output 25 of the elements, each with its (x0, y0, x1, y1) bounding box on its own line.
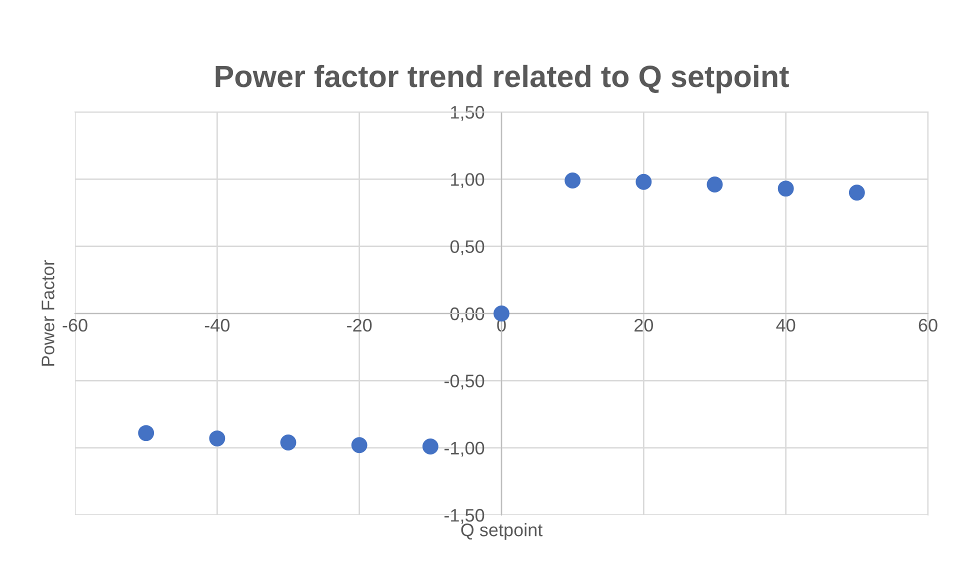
point (848, 184, 865, 201)
point (778, 180, 794, 197)
chart-title: Power factor trend related to Q setpoint (216, 64, 789, 94)
point (280, 434, 296, 450)
y-tick-label: 1,00 (451, 173, 484, 188)
x-tick-label: 60 (918, 318, 938, 332)
point (351, 437, 368, 454)
y-tick-label: -0,50 (444, 374, 484, 390)
point (564, 172, 581, 188)
point (422, 438, 438, 454)
point (209, 430, 226, 446)
point (706, 176, 723, 193)
y-tick-label: -1,00 (444, 442, 484, 457)
y-axis-title: Power Factor (42, 260, 54, 366)
y-tick-label: 0,50 (450, 240, 484, 256)
point (636, 174, 652, 190)
x-tick-label: 20 (634, 318, 654, 332)
y-tick-label: -1,50 (444, 508, 484, 524)
x-tick-label: 40 (776, 318, 796, 332)
x-axis-title: Q setpoint (461, 523, 543, 540)
x-tick-label: -60 (62, 318, 88, 332)
point (138, 425, 154, 442)
point (494, 306, 510, 322)
x-tick-label: -20 (347, 318, 372, 332)
x-tick-label: -40 (204, 318, 230, 332)
